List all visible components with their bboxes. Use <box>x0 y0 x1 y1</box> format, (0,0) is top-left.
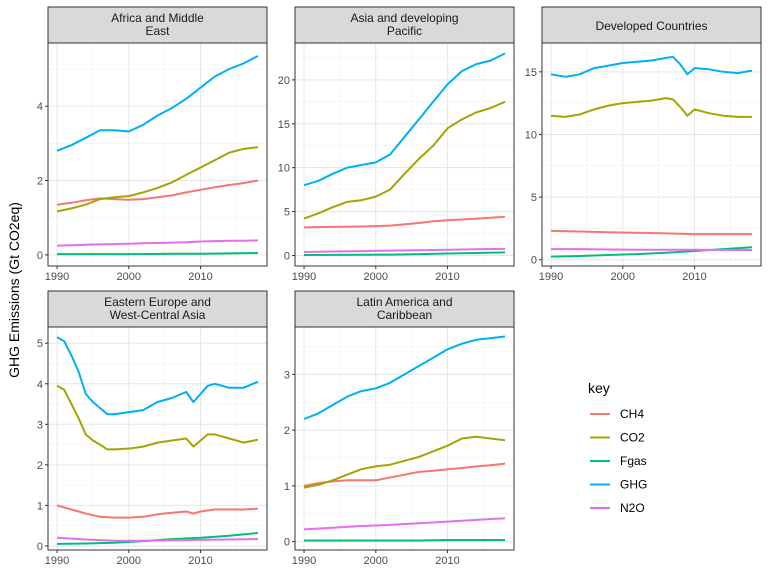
y-tick-label: 3 <box>37 419 43 431</box>
legend-label: CH4 <box>620 407 644 421</box>
y-tick-label: 4 <box>37 101 43 113</box>
series-line-co2 <box>56 384 259 451</box>
series-line-fgas <box>303 251 506 256</box>
facet-strip <box>541 6 762 44</box>
x-tick-label: 2000 <box>117 555 141 567</box>
x-tick-label: 1990 <box>292 271 316 283</box>
legend-label: CO2 <box>620 431 645 445</box>
legend-label: Fgas <box>620 454 647 468</box>
series-line-ghg <box>550 55 753 78</box>
y-tick-label: 0 <box>284 250 290 262</box>
x-tick-label: 2000 <box>364 555 388 567</box>
panel-border <box>294 326 515 551</box>
series-line-n2o <box>551 248 752 251</box>
series-line-n2o <box>303 247 506 253</box>
series-line-co2 <box>550 97 752 118</box>
plot-area <box>295 327 514 550</box>
y-tick-label: 20 <box>278 75 290 87</box>
y-tick-label: 0 <box>284 537 290 549</box>
series-line-ghg <box>56 55 259 152</box>
x-tick-label: 1990 <box>45 271 69 283</box>
facet-panel: Asia and developing Pacific 0 5 10 15 20 1990 20… <box>278 6 515 283</box>
x-tick-label: 1990 <box>292 555 316 567</box>
y-tick-label: 1 <box>37 500 43 512</box>
x-tick-label: 1990 <box>45 555 69 567</box>
y-axis-label: GHG Emissions (Gt CO2eq) <box>6 202 22 378</box>
legend-label: GHG <box>620 478 647 492</box>
legend-label: N2O <box>620 501 645 515</box>
series-line-co2 <box>303 100 506 220</box>
plot-area <box>295 43 514 266</box>
x-tick-label: 2010 <box>435 555 459 567</box>
facet-title: Developed Countries <box>595 19 707 33</box>
panel-border <box>47 42 268 267</box>
facet-strip <box>47 6 268 44</box>
x-tick-label: 2010 <box>682 271 706 283</box>
facet-title: Eastern Europe and West-Central Asia <box>104 295 211 322</box>
series-line-ch4 <box>56 504 259 519</box>
y-tick-label: 0 <box>37 250 43 262</box>
series-line-n2o <box>56 536 259 542</box>
facet-panel: Developed Countries 0 5 10 15 1990 2000 2010 <box>525 6 762 283</box>
series-line-ch4 <box>56 179 259 206</box>
series-line-fgas <box>57 252 259 256</box>
y-tick-label: 10 <box>525 129 537 141</box>
facet-strip <box>47 290 268 328</box>
series-line-n2o <box>56 239 259 247</box>
x-tick-label: 2000 <box>364 271 388 283</box>
y-tick-label: 2 <box>37 176 43 188</box>
panel-border <box>541 42 762 267</box>
series-line-ghg <box>303 52 506 187</box>
legend-title: key <box>588 380 610 396</box>
facet-title: Africa and Middle East <box>111 11 204 38</box>
x-tick-label: 2000 <box>611 271 635 283</box>
y-tick-label: 2 <box>37 460 43 472</box>
series-line-ch4 <box>303 462 506 487</box>
y-tick-label: 0 <box>531 255 537 267</box>
y-tick-label: 4 <box>37 379 43 391</box>
x-tick-label: 2000 <box>117 271 141 283</box>
facet-panel: Africa and Middle East 0 2 4 1990 2000 2010 <box>37 6 268 283</box>
x-tick-label: 2010 <box>188 555 212 567</box>
series-line-co2 <box>56 146 259 213</box>
facet-panel: Latin America and Caribbean 0 1 2 3 1990 2000 20… <box>284 290 515 567</box>
y-tick-label: 15 <box>278 119 290 131</box>
facet-panel: Eastern Europe and West-Central Asia 0 1 2 3 4… <box>37 290 268 567</box>
facet-title: Asia and developing Pacific <box>350 11 458 38</box>
series-line-ch4 <box>550 229 752 236</box>
panel-border <box>47 326 268 551</box>
y-tick-label: 15 <box>525 67 537 79</box>
x-tick-label: 2010 <box>435 271 459 283</box>
series-line-co2 <box>303 435 506 489</box>
x-tick-label: 2010 <box>188 271 212 283</box>
plot-area <box>542 43 761 266</box>
y-tick-label: 5 <box>531 192 537 204</box>
y-tick-label: 2 <box>284 425 290 437</box>
y-tick-label: 0 <box>37 541 43 553</box>
y-tick-label: 3 <box>284 369 290 381</box>
y-tick-label: 5 <box>284 207 290 219</box>
legend: key CH4 CO2 Fgas GHG N2O <box>588 380 647 515</box>
facet-strip <box>294 6 515 44</box>
panel-border <box>294 42 515 267</box>
plot-area <box>48 43 267 266</box>
series-line-fgas <box>304 539 505 542</box>
series-line-n2o <box>303 517 506 531</box>
facet-strip <box>294 290 515 328</box>
plot-area <box>48 327 267 550</box>
x-tick-label: 1990 <box>539 271 563 283</box>
y-tick-label: 1 <box>284 481 290 493</box>
series-line-ghg <box>56 336 259 416</box>
facet-title: Latin America and Caribbean <box>356 295 452 322</box>
series-line-ch4 <box>303 215 506 229</box>
series-line-ghg <box>303 335 506 420</box>
y-tick-label: 5 <box>37 338 43 350</box>
y-tick-label: 10 <box>278 163 290 175</box>
